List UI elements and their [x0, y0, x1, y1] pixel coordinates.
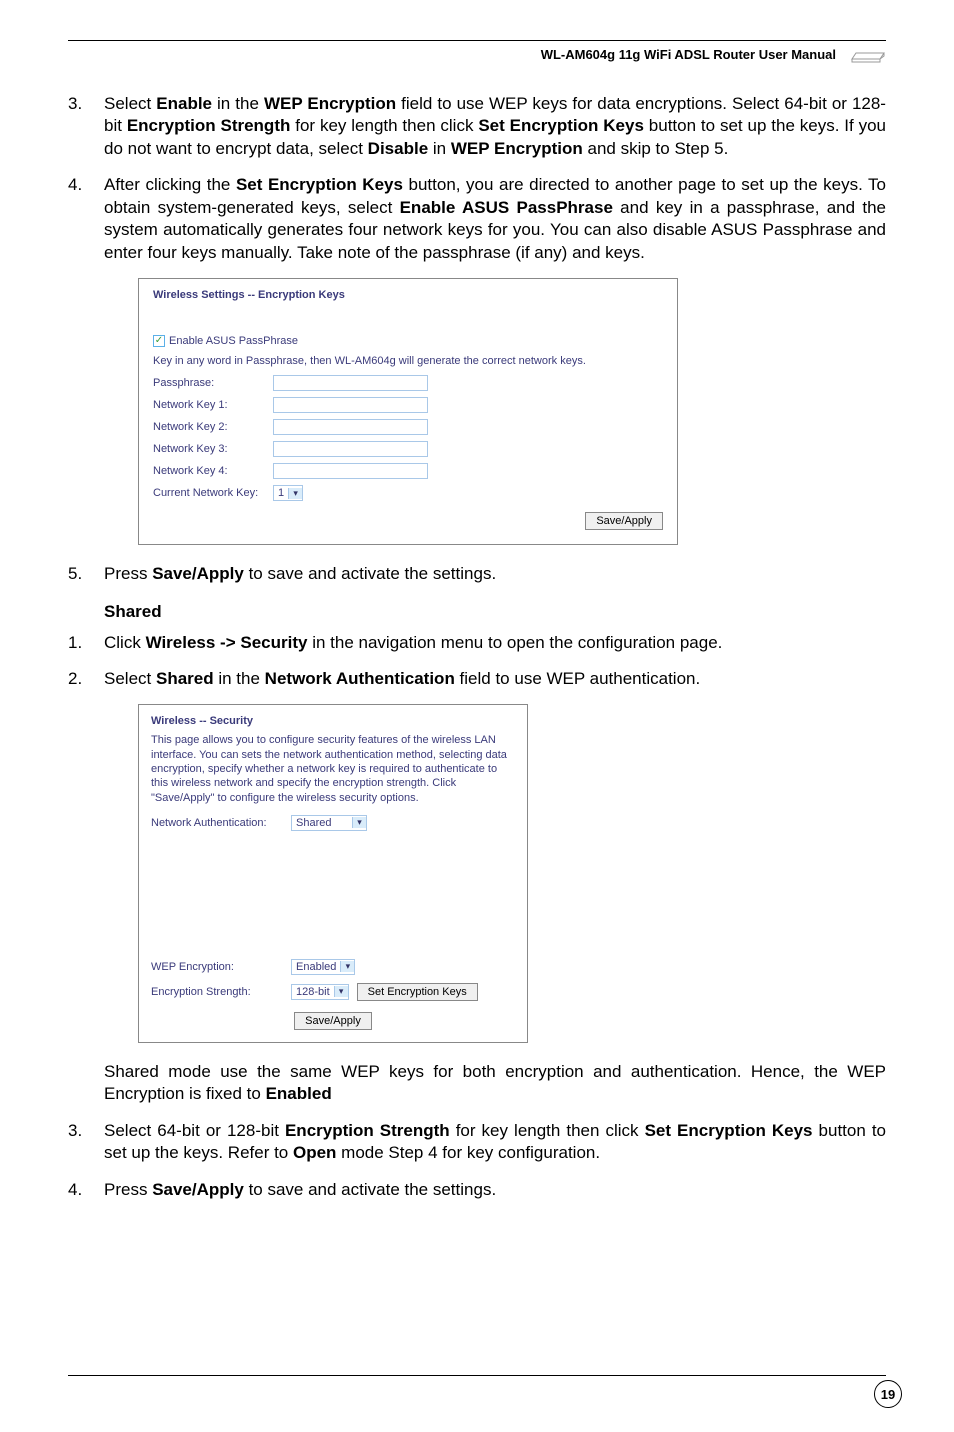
screenshot-encryption-keys: Wireless Settings -- Encryption Keys ✓ E… — [138, 278, 678, 545]
ss2-save-button[interactable]: Save/Apply — [294, 1012, 372, 1030]
shared-heading: Shared — [104, 602, 886, 622]
ss2-wep-select[interactable]: Enabled▾ — [291, 959, 355, 975]
shared-note: Shared mode use the same WEP keys for bo… — [104, 1061, 886, 1106]
chevron-down-icon: ▾ — [352, 817, 366, 828]
header-rule — [68, 40, 886, 41]
shared-step-1: Click Wireless -> Security in the naviga… — [68, 632, 886, 654]
header-title: WL-AM604g 11g WiFi ADSL Router User Manu… — [541, 47, 836, 62]
chevron-down-icon: ▾ — [288, 488, 302, 499]
ss2-es-label: Encryption Strength: — [151, 986, 291, 998]
ss1-title: Wireless Settings -- Encryption Keys — [153, 289, 663, 301]
step-5: Press Save/Apply to save and activate th… — [68, 563, 886, 585]
footer-rule — [68, 1375, 886, 1376]
ss1-cur-label: Current Network Key: — [153, 487, 273, 499]
ss1-passphrase-input[interactable] — [273, 375, 428, 391]
ss1-passphrase-label: Passphrase: — [153, 377, 273, 389]
ss1-save-button[interactable]: Save/Apply — [585, 512, 663, 530]
ss2-na-label: Network Authentication: — [151, 817, 291, 829]
step-3: Select Enable in the WEP Encryption fiel… — [68, 93, 886, 160]
ss2-desc: This page allows you to configure securi… — [151, 733, 515, 804]
checkbox-icon[interactable]: ✓ — [153, 335, 165, 347]
chevron-down-icon: ▾ — [340, 961, 354, 972]
header-row: WL-AM604g 11g WiFi ADSL Router User Manu… — [68, 45, 886, 63]
ss1-note: Key in any word in Passphrase, then WL-A… — [153, 355, 663, 367]
ss1-nk3-label: Network Key 3: — [153, 443, 273, 455]
router-icon — [850, 45, 886, 63]
chevron-down-icon: ▾ — [334, 986, 348, 997]
ss1-enable-row: ✓ Enable ASUS PassPhrase — [153, 335, 663, 347]
shared-step-2: Select Shared in the Network Authenticat… — [68, 668, 886, 690]
ss1-nk3-input[interactable] — [273, 441, 428, 457]
ss2-set-keys-button[interactable]: Set Encryption Keys — [357, 983, 478, 1001]
ss1-cur-select[interactable]: 1▾ — [273, 485, 303, 501]
ss2-es-select[interactable]: 128-bit▾ — [291, 984, 349, 1000]
page-number: 19 — [874, 1380, 902, 1408]
ss2-wep-label: WEP Encryption: — [151, 961, 291, 973]
step-4: After clicking the Set Encryption Keys b… — [68, 174, 886, 264]
ss2-na-select[interactable]: Shared▾ — [291, 815, 367, 831]
ss2-title: Wireless -- Security — [151, 715, 515, 727]
ss1-nk1-input[interactable] — [273, 397, 428, 413]
ss1-nk2-label: Network Key 2: — [153, 421, 273, 433]
ss1-nk2-input[interactable] — [273, 419, 428, 435]
ss1-enable-label: Enable ASUS PassPhrase — [169, 335, 298, 347]
shared-step-4: Press Save/Apply to save and activate th… — [68, 1179, 886, 1201]
ss1-nk4-label: Network Key 4: — [153, 465, 273, 477]
ss1-nk1-label: Network Key 1: — [153, 399, 273, 411]
ss1-nk4-input[interactable] — [273, 463, 428, 479]
screenshot-security: Wireless -- Security This page allows yo… — [138, 704, 528, 1042]
shared-step-3: Select 64-bit or 128-bit Encryption Stre… — [68, 1120, 886, 1165]
